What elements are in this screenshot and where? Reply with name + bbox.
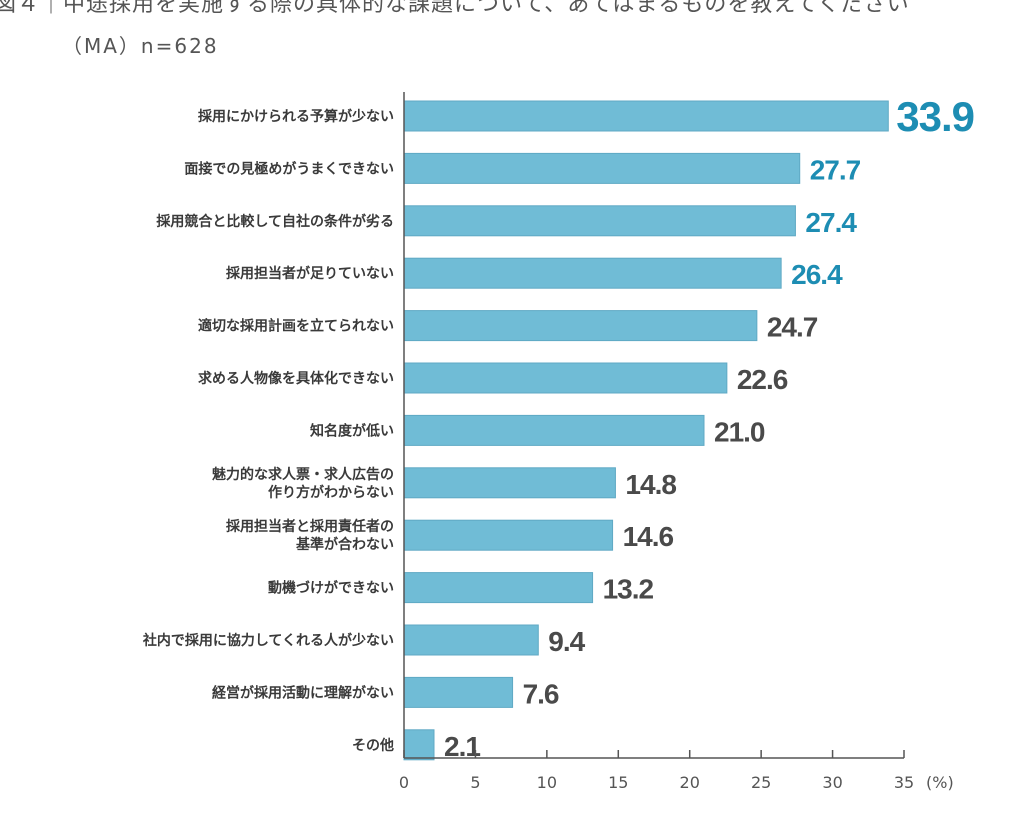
category-label-8-line-0: 採用担当者と採用責任者の: [226, 518, 394, 535]
bar-1: [403, 152, 801, 184]
bar-7: [403, 467, 616, 499]
x-tick-label-6: 30: [822, 773, 842, 792]
x-tick-label-1: 5: [470, 773, 480, 792]
value-label-5: 22.6: [737, 364, 788, 395]
bar-4: [403, 310, 758, 342]
x-tick-label-7: 35: [894, 773, 914, 792]
category-label-10: 社内で採用に協力してくれる人が少ない: [142, 632, 394, 649]
category-label-3: 採用担当者が足りていない: [226, 265, 394, 282]
value-label-1: 27.7: [810, 154, 861, 185]
bar-8: [403, 519, 614, 551]
value-label-11: 7.6: [523, 678, 559, 709]
x-unit-label: (%): [926, 773, 954, 792]
category-label-7-line-0: 魅力的な求人票・求人広告の: [212, 466, 394, 483]
category-label-8-line-1: 基準が合わない: [296, 536, 394, 553]
value-label-9: 13.2: [603, 574, 654, 605]
category-label-4: 適切な採用計画を立てられない: [198, 318, 394, 335]
category-label-5: 求める人物像を具体化できない: [198, 370, 394, 387]
category-label-1: 面接での見極めがうまくできない: [184, 160, 394, 177]
category-label-12: その他: [352, 737, 394, 754]
value-label-2: 27.4: [805, 207, 857, 238]
bar-10: [403, 624, 539, 656]
category-label-11: 経営が採用活動に理解がない: [212, 684, 394, 701]
bar-5: [403, 362, 728, 394]
chart-subtitle: （MA）n=628: [62, 34, 219, 58]
category-label-6: 知名度が低い: [310, 422, 394, 439]
bar-3: [403, 257, 782, 289]
category-label-0: 採用にかけられる予算が少ない: [198, 108, 394, 125]
bar-9: [403, 572, 594, 604]
bar-12: [403, 729, 435, 761]
x-tick-label-5: 25: [751, 773, 771, 792]
category-label-9: 動機づけができない: [268, 580, 394, 597]
bar-6: [403, 414, 705, 446]
value-label-6: 21.0: [714, 416, 765, 447]
value-label-0: 33.9: [896, 93, 974, 140]
x-tick-label-2: 10: [537, 773, 557, 792]
x-tick-label-0: 0: [399, 773, 409, 792]
x-tick-label-4: 20: [680, 773, 700, 792]
bar-2: [403, 205, 796, 237]
value-label-3: 26.4: [791, 259, 843, 290]
category-label-7-line-1: 作り方がわからない: [268, 484, 394, 501]
chart-title: 図４｜中途採用を実施する際の具体的な課題について、あてはまるものを教えてください: [0, 0, 910, 17]
category-label-2: 採用競合と比較して自社の条件が劣る: [156, 213, 394, 230]
value-label-10: 9.4: [548, 626, 585, 657]
x-tick-label-3: 15: [608, 773, 628, 792]
value-label-8: 14.6: [623, 521, 674, 552]
value-label-7: 14.8: [625, 469, 676, 500]
value-label-4: 24.7: [767, 312, 818, 343]
bar-11: [403, 676, 514, 708]
bar-0: [403, 100, 889, 132]
